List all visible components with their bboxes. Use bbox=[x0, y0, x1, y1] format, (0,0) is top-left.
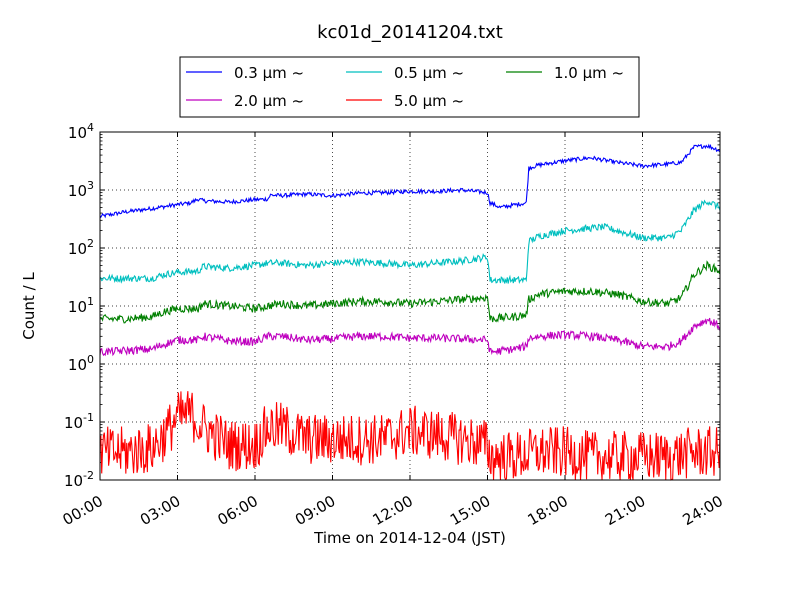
series-lines bbox=[99, 143, 721, 481]
legend-label: 0.5 μm ~ bbox=[394, 64, 464, 82]
grid-lines bbox=[100, 132, 720, 480]
plot-area bbox=[99, 131, 721, 481]
legend-label: 0.3 μm ~ bbox=[234, 64, 304, 82]
series-line bbox=[99, 391, 721, 481]
legend-box bbox=[179, 56, 640, 118]
x-tick-labels: 00:00 03:00 06:00 09:00 12:00 15:00 18:00 21:00… bbox=[60, 492, 726, 529]
y-tick-label: 100 bbox=[68, 353, 94, 374]
x-tick-label: 03:00 bbox=[137, 492, 183, 529]
y-tick-label: 10-1 bbox=[64, 411, 94, 432]
y-tick-label: 10-2 bbox=[64, 469, 94, 490]
legend-label: 5.0 μm ~ bbox=[394, 92, 464, 110]
series-line bbox=[99, 317, 721, 357]
y-tick-label: 101 bbox=[68, 295, 94, 316]
x-axis-label: Time on 2014-12-04 (JST) bbox=[313, 529, 506, 547]
x-tick-label: 09:00 bbox=[292, 492, 338, 529]
x-tick-label: 12:00 bbox=[370, 492, 416, 529]
y-tick-labels: 10-2 10-1 100 101 102 103 104 bbox=[64, 121, 94, 490]
x-tick-label: 21:00 bbox=[602, 492, 648, 529]
x-tick-label: 24:00 bbox=[680, 492, 726, 529]
x-tick-label: 18:00 bbox=[525, 492, 571, 529]
x-tick-label: 15:00 bbox=[447, 492, 493, 529]
y-tick-label: 103 bbox=[68, 179, 94, 200]
legend: 0.3 μm ~ 0.5 μm ~ 1.0 μm ~ 2.0 μm ~ 5.0 μm ~ bbox=[179, 56, 640, 118]
series-line bbox=[99, 260, 721, 324]
legend-label: 1.0 μm ~ bbox=[554, 64, 624, 82]
y-tick-label: 104 bbox=[68, 121, 94, 142]
series-line bbox=[99, 143, 721, 219]
y-tick-label: 102 bbox=[68, 237, 94, 258]
legend-label: 2.0 μm ~ bbox=[234, 92, 304, 110]
series-line bbox=[99, 199, 721, 285]
chart-title: kc01d_20141204.txt bbox=[317, 22, 503, 43]
y-axis-label: Count / L bbox=[20, 272, 38, 340]
plot-border bbox=[99, 131, 721, 481]
x-tick-label: 00:00 bbox=[60, 492, 106, 529]
legend-entries: 0.3 μm ~ 0.5 μm ~ 1.0 μm ~ 2.0 μm ~ 5.0 μm ~ bbox=[186, 64, 624, 110]
x-tick-label: 06:00 bbox=[215, 492, 261, 529]
